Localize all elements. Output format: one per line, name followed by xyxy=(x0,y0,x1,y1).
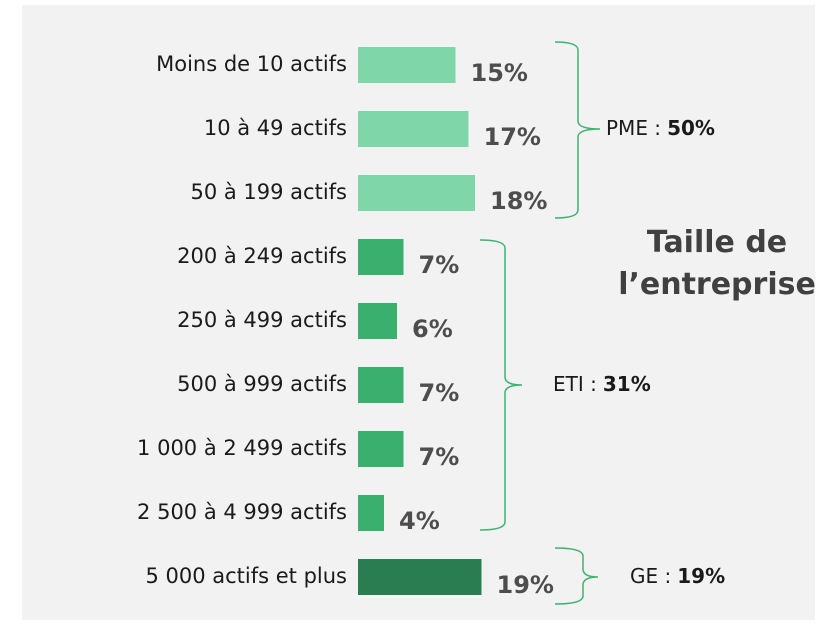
group-label: ETI :31% xyxy=(553,372,651,396)
value-label: 7% xyxy=(419,443,460,471)
category-label: 200 à 249 actifs xyxy=(177,244,347,268)
group-name: ETI : xyxy=(553,372,597,396)
group-name: PME : xyxy=(606,116,661,140)
bar xyxy=(358,431,404,467)
group-total: 50% xyxy=(667,116,715,140)
chart-title: Taille de l’entreprise xyxy=(618,225,816,302)
value-label: 4% xyxy=(399,507,440,535)
category-label: 2 500 à 4 999 actifs xyxy=(137,500,347,524)
bar xyxy=(358,495,384,531)
value-label: 17% xyxy=(484,123,541,151)
group-label: GE :19% xyxy=(630,564,725,588)
group-total: 19% xyxy=(677,564,725,588)
value-label: 19% xyxy=(497,571,554,599)
value-label: 7% xyxy=(419,251,460,279)
category-label: 10 à 49 actifs xyxy=(204,116,347,140)
category-label: 1 000 à 2 499 actifs xyxy=(137,436,347,460)
category-label: 50 à 199 actifs xyxy=(190,180,347,204)
category-label: 5 000 actifs et plus xyxy=(145,564,347,588)
group-label: PME :50% xyxy=(606,116,715,140)
bar xyxy=(358,47,456,83)
value-label: 7% xyxy=(419,379,460,407)
group-brace xyxy=(554,547,599,605)
group-brace xyxy=(554,41,601,219)
group-brace xyxy=(479,239,523,531)
panel xyxy=(22,5,815,620)
bar xyxy=(358,175,475,211)
group-name: GE : xyxy=(630,564,671,588)
group-total: 31% xyxy=(603,372,651,396)
value-label: 6% xyxy=(412,315,453,343)
bar xyxy=(358,303,397,339)
bar xyxy=(358,559,482,595)
category-label: 250 à 499 actifs xyxy=(177,308,347,332)
bar xyxy=(358,367,404,403)
category-label: Moins de 10 actifs xyxy=(156,52,347,76)
value-label: 15% xyxy=(471,59,528,87)
bar xyxy=(358,111,469,147)
category-label: 500 à 999 actifs xyxy=(177,372,347,396)
value-label: 18% xyxy=(490,187,547,215)
bar xyxy=(358,239,404,275)
